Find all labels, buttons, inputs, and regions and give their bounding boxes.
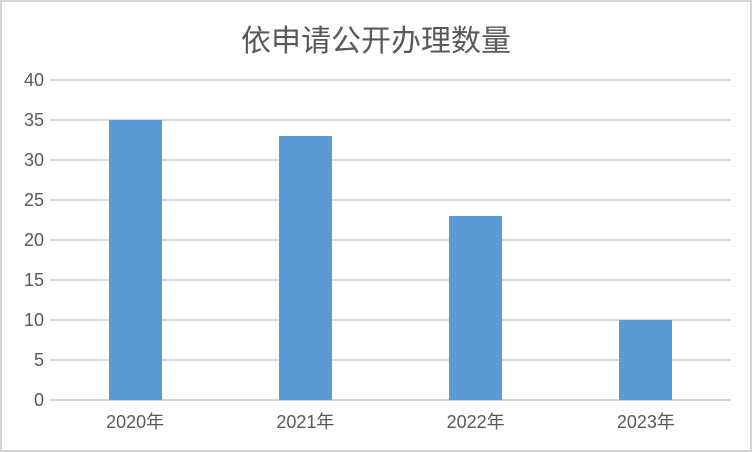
y-axis-tick-label: 30 — [23, 150, 44, 170]
gridline — [50, 119, 731, 121]
y-axis-tick-label: 35 — [23, 110, 44, 130]
gridline — [50, 279, 731, 281]
y-axis-tick-label: 5 — [33, 350, 44, 370]
chart-title: 依申请公开办理数量 — [241, 25, 511, 58]
x-axis-category-label: 2020年 — [106, 412, 165, 432]
bar — [619, 320, 673, 400]
gridline — [50, 239, 731, 241]
bar — [108, 120, 162, 400]
gridline — [50, 159, 731, 161]
y-axis-tick-label: 0 — [33, 390, 44, 410]
y-axis-tick-label: 20 — [23, 230, 44, 250]
x-axis-category-label: 2022年 — [446, 412, 505, 432]
bar — [278, 136, 332, 400]
gridline — [50, 79, 731, 81]
x-axis-line — [50, 399, 731, 401]
gridline — [50, 199, 731, 201]
x-axis-category-label: 2021年 — [276, 412, 335, 432]
bar — [449, 216, 503, 400]
x-axis-category-label: 2023年 — [616, 412, 675, 432]
y-axis-tick-label: 10 — [23, 310, 44, 330]
y-axis-tick-label: 25 — [23, 190, 44, 210]
gridline — [50, 359, 731, 361]
y-axis-tick-label: 15 — [23, 270, 44, 290]
gridline — [50, 319, 731, 321]
y-axis-tick-label: 40 — [23, 70, 44, 90]
